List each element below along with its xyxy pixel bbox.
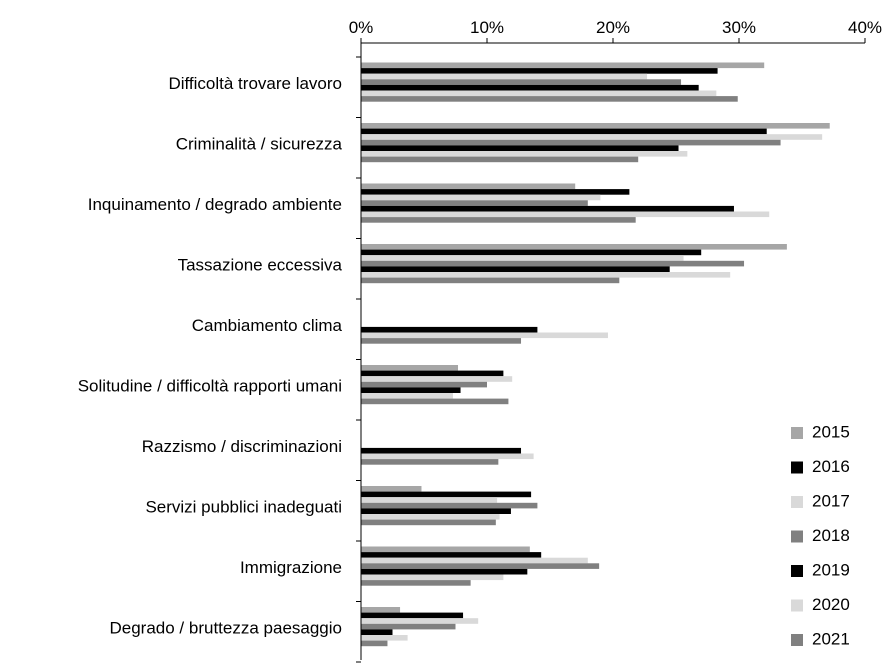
bar-difficolta-trovare-lavoro-2019 (361, 84, 699, 91)
bar-servizi-pubblici-inadeguati-2020 (361, 514, 500, 520)
category-label-immigrazione: Immigrazione (240, 558, 342, 577)
bar-solitudine-difficolta-rapporti-umani-2019 (361, 387, 461, 393)
x-tick-label-2: 20% (596, 18, 630, 37)
bar-immigrazione-2020 (361, 574, 504, 581)
x-tick-label-0: 0% (349, 18, 374, 37)
bar-servizi-pubblici-inadeguati-2017 (361, 497, 498, 503)
bar-razzismo-discriminazioni-2021 (361, 459, 499, 465)
bar-servizi-pubblici-inadeguati-2019 (361, 508, 511, 514)
bar-criminalita-sicurezza-2020 (361, 151, 688, 157)
bar-difficolta-trovare-lavoro-2018 (361, 79, 682, 85)
bar-cambiamento-clima-2021 (361, 338, 522, 344)
legend-swatch-2019 (791, 565, 803, 577)
x-tick-label-4: 40% (848, 18, 882, 37)
x-tick-label-1: 10% (470, 18, 504, 37)
bar-inquinamento-degrado-ambiente-2021 (361, 217, 636, 223)
bar-razzismo-discriminazioni-2020 (361, 453, 534, 460)
bar-difficolta-trovare-lavoro-2017 (361, 73, 648, 80)
bar-degrado-bruttezza-paesaggio-2016 (361, 612, 464, 619)
bars-group (361, 62, 830, 647)
bar-tassazione-eccessiva-2021 (361, 277, 620, 284)
bar-cambiamento-clima-2020 (361, 332, 608, 339)
bar-solitudine-difficolta-rapporti-umani-2018 (361, 381, 487, 388)
bar-degrado-bruttezza-paesaggio-2020 (361, 635, 408, 641)
legend-label-2019: 2019 (812, 560, 850, 579)
category-labels: Difficoltà trovare lavoro Criminalità / s… (78, 74, 343, 637)
bar-inquinamento-degrado-ambiente-2016 (361, 189, 630, 195)
bar-inquinamento-degrado-ambiente-2017 (361, 194, 601, 201)
bar-immigrazione-2017 (361, 557, 588, 564)
bar-immigrazione-2021 (361, 580, 471, 586)
bar-tassazione-eccessiva-2017 (361, 255, 684, 261)
legend-label-2018: 2018 (812, 526, 850, 545)
bar-degrado-bruttezza-paesaggio-2019 (361, 629, 393, 635)
bar-cambiamento-clima-2019 (361, 326, 538, 333)
bar-solitudine-difficolta-rapporti-umani-2017 (361, 376, 513, 382)
legend-label-2020: 2020 (812, 595, 850, 614)
legend-swatch-2021 (791, 634, 803, 646)
legend: 2015 2016 2017 2018 2019 2020 2021 (791, 422, 850, 648)
bar-immigrazione-2016 (361, 552, 542, 558)
bar-solitudine-difficolta-rapporti-umani-2016 (361, 370, 504, 377)
bar-degrado-bruttezza-paesaggio-2015 (361, 607, 401, 613)
category-label-cambiamento-clima: Cambiamento clima (192, 316, 343, 335)
bar-criminalita-sicurezza-2018 (361, 139, 781, 146)
category-label-criminalita-sicurezza: Criminalità / sicurezza (176, 134, 343, 153)
bar-immigrazione-2019 (361, 568, 528, 575)
bar-servizi-pubblici-inadeguati-2018 (361, 502, 538, 509)
legend-label-2016: 2016 (812, 457, 850, 476)
bar-criminalita-sicurezza-2019 (361, 145, 679, 151)
legend-swatch-2017 (791, 496, 803, 508)
category-label-degrado-bruttezza-paesaggio: Degrado / bruttezza paesaggio (110, 618, 343, 637)
category-label-inquinamento-degrado-ambiente: Inquinamento / degrado ambiente (88, 195, 342, 214)
bar-tassazione-eccessiva-2020 (361, 272, 731, 278)
bar-solitudine-difficolta-rapporti-umani-2021 (361, 398, 509, 405)
legend-label-2021: 2021 (812, 629, 850, 648)
bar-criminalita-sicurezza-2021 (361, 156, 639, 163)
bar-difficolta-trovare-lavoro-2016 (361, 68, 718, 74)
bar-inquinamento-degrado-ambiente-2020 (361, 211, 770, 218)
legend-swatch-2016 (791, 461, 803, 474)
category-label-razzismo-discriminazioni: Razzismo / discriminazioni (142, 437, 342, 456)
bar-inquinamento-degrado-ambiente-2015 (361, 183, 576, 190)
bar-criminalita-sicurezza-2017 (361, 134, 823, 140)
bar-inquinamento-degrado-ambiente-2019 (361, 205, 734, 212)
bar-servizi-pubblici-inadeguati-2021 (361, 519, 496, 526)
category-label-difficolta-trovare-lavoro: Difficoltà trovare lavoro (168, 74, 342, 93)
bar-tassazione-eccessiva-2015 (361, 244, 787, 250)
bar-difficolta-trovare-lavoro-2015 (361, 62, 765, 69)
legend-label-2017: 2017 (812, 491, 850, 510)
bar-immigrazione-2018 (361, 563, 600, 569)
category-label-servizi-pubblici-inadeguati: Servizi pubblici inadeguati (145, 497, 342, 516)
legend-swatch-2020 (791, 599, 803, 612)
bar-tassazione-eccessiva-2016 (361, 249, 702, 256)
category-label-tassazione-eccessiva: Tassazione eccessiva (178, 255, 343, 274)
bar-criminalita-sicurezza-2015 (361, 123, 830, 129)
bar-degrado-bruttezza-paesaggio-2021 (361, 640, 388, 647)
legend-swatch-2015 (791, 427, 803, 439)
bar-difficolta-trovare-lavoro-2020 (361, 90, 717, 97)
bar-solitudine-difficolta-rapporti-umani-2020 (361, 393, 453, 399)
bar-tassazione-eccessiva-2019 (361, 266, 670, 272)
legend-swatch-2018 (791, 530, 803, 543)
axes-group: 0% 10% 20% 30% 40% (349, 18, 882, 663)
bar-servizi-pubblici-inadeguati-2015 (361, 486, 422, 492)
bar-criminalita-sicurezza-2016 (361, 128, 767, 135)
bar-tassazione-eccessiva-2018 (361, 260, 745, 267)
bar-degrado-bruttezza-paesaggio-2018 (361, 623, 456, 630)
bar-degrado-bruttezza-paesaggio-2017 (361, 618, 479, 624)
bar-razzismo-discriminazioni-2019 (361, 447, 522, 454)
bar-solitudine-difficolta-rapporti-umani-2015 (361, 365, 459, 371)
bar-servizi-pubblici-inadeguati-2016 (361, 491, 532, 498)
bar-difficolta-trovare-lavoro-2021 (361, 96, 738, 102)
category-label-solitudine-difficolta-rapporti-umani: Solitudine / difficoltà rapporti umani (78, 376, 342, 395)
x-tick-label-3: 30% (722, 18, 756, 37)
bar-inquinamento-degrado-ambiente-2018 (361, 200, 588, 206)
bar-immigrazione-2015 (361, 546, 530, 553)
legend-label-2015: 2015 (812, 422, 850, 441)
